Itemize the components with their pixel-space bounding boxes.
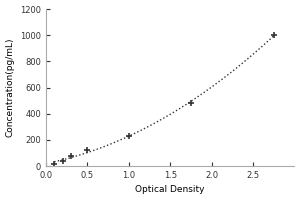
X-axis label: Optical Density: Optical Density	[136, 185, 205, 194]
Y-axis label: Concentration(pg/mL): Concentration(pg/mL)	[6, 38, 15, 137]
